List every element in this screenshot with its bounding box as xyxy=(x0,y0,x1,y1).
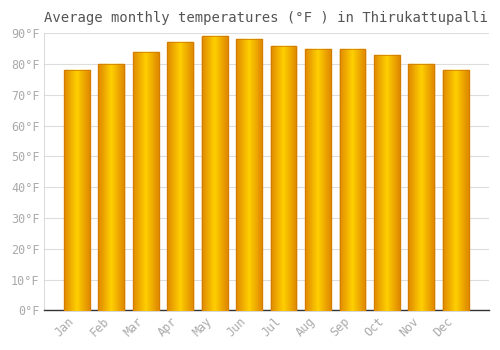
Bar xyxy=(64,70,90,310)
Bar xyxy=(340,49,365,310)
Bar xyxy=(202,36,228,310)
Bar xyxy=(305,49,331,310)
Bar xyxy=(168,42,193,310)
Bar xyxy=(236,40,262,310)
Bar xyxy=(133,52,158,310)
Title: Average monthly temperatures (°F ) in Thirukattupalli: Average monthly temperatures (°F ) in Th… xyxy=(44,11,488,25)
Bar xyxy=(236,40,262,310)
Bar xyxy=(98,64,124,310)
Bar xyxy=(305,49,331,310)
Bar xyxy=(133,52,158,310)
Bar xyxy=(340,49,365,310)
Bar xyxy=(202,36,228,310)
Bar xyxy=(374,55,400,310)
Bar xyxy=(443,70,468,310)
Bar xyxy=(168,42,193,310)
Bar xyxy=(64,70,90,310)
Bar xyxy=(408,64,434,310)
Bar xyxy=(270,46,296,310)
Bar xyxy=(98,64,124,310)
Bar xyxy=(270,46,296,310)
Bar xyxy=(374,55,400,310)
Bar xyxy=(443,70,468,310)
Bar xyxy=(408,64,434,310)
